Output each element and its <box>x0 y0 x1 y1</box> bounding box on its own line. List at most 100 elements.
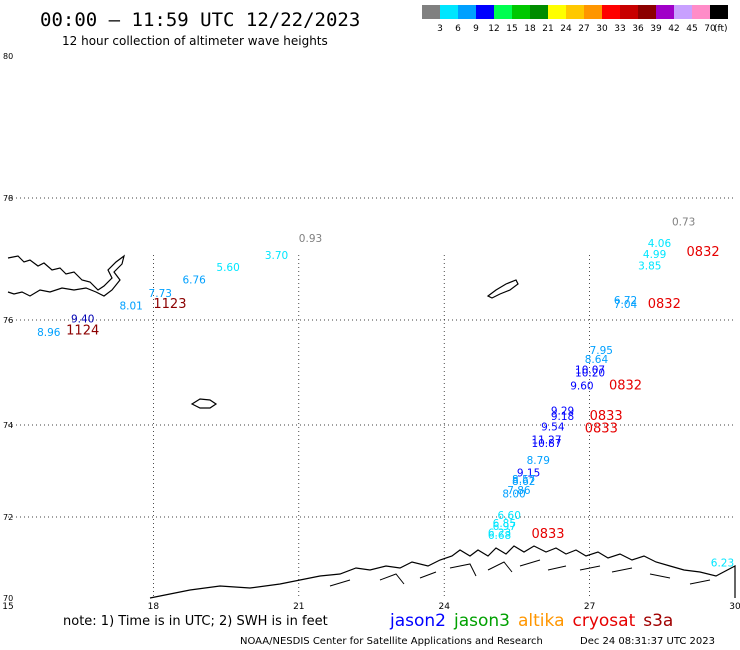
footer-note: note: 1) Time is in UTC; 2) SWH is in fe… <box>63 614 328 629</box>
legend-unit: (ft) <box>714 24 728 34</box>
swh-reading: 7.73 <box>149 288 172 300</box>
swh-reading: 10.20 <box>575 368 605 380</box>
legend-swatch <box>710 5 728 19</box>
swh-reading: 6.23 <box>711 557 734 569</box>
legend-label: 30 <box>596 24 608 34</box>
swh-reading: 11.27 <box>531 434 561 446</box>
pass-time-label: 0832 <box>609 378 642 393</box>
swh-reading: 5.60 <box>216 262 239 274</box>
pass-time-label: 0833 <box>590 409 623 424</box>
svalbard-coast <box>7 254 125 297</box>
x-tick-label: 30 <box>729 602 740 612</box>
legend-swatch <box>458 5 476 19</box>
pass-time-label: 0832 <box>648 297 681 312</box>
legend-swatch <box>566 5 584 19</box>
x-tick-label: 15 <box>2 602 13 612</box>
swh-reading: 3.70 <box>265 250 288 262</box>
swh-reading: 8.64 <box>585 354 609 366</box>
legend-label: 70 <box>704 24 716 34</box>
swh-reading: 8.96 <box>37 327 61 339</box>
swh-reading: 8.79 <box>527 455 550 467</box>
satellite-cryosat: cryosat <box>573 611 636 631</box>
x-tick-label: 27 <box>584 602 595 612</box>
pass-time-label: 0832 <box>687 245 720 260</box>
y-tick-label: 80 <box>3 52 13 61</box>
swh-reading: 8.62 <box>512 476 535 488</box>
y-tick-label: 70 <box>3 594 13 603</box>
legend-label: 42 <box>668 24 679 34</box>
legend-swatch <box>440 5 458 19</box>
y-tick-label: 76 <box>3 316 13 325</box>
pass-time-label: 1123 <box>153 297 186 312</box>
y-tick-label: 74 <box>3 421 13 430</box>
legend-label: 24 <box>560 24 572 34</box>
swh-reading: 7.86 <box>507 485 531 497</box>
axis-labels: 15 18 21 24 27 30 80 78 76 74 72 70 <box>2 52 740 612</box>
swh-reading: 8.57 <box>512 474 535 486</box>
swh-reading: 6.68 <box>488 530 511 542</box>
satellite-legend: jason2 jason3 altika cryosat s3a <box>389 611 673 631</box>
satellite-altika: altika <box>518 611 565 631</box>
plot-frame <box>8 56 735 598</box>
y-tick-label: 72 <box>3 513 13 522</box>
swh-readings: 8.96 9.40 8.01 7.73 6.76 5.60 3.70 0.93 0.734.06… <box>37 216 734 569</box>
swh-reading: 8.00 <box>502 489 525 501</box>
pass-time-label: 1124 <box>66 324 99 339</box>
legend-swatch <box>620 5 638 19</box>
swh-reading: 6.76 <box>182 274 206 286</box>
swh-reading: 9.18 <box>551 411 574 423</box>
legend-swatch <box>692 5 710 19</box>
legend-swatch <box>476 5 494 19</box>
swh-reading: 8.01 <box>119 301 142 313</box>
legend-label: 18 <box>524 24 536 34</box>
page-subtitle: 12 hour collection of altimeter wave hei… <box>62 34 328 48</box>
legend-label: 12 <box>488 24 499 34</box>
satellite-jason3: jason3 <box>453 611 510 631</box>
legend-label: 27 <box>578 24 589 34</box>
swh-reading: 9.40 <box>71 314 94 326</box>
swh-reading: 10.07 <box>575 365 605 377</box>
swh-reading: 9.15 <box>517 468 540 480</box>
footer-credit: NOAA/NESDIS Center for Satellite Applica… <box>240 636 543 647</box>
legend-swatch <box>602 5 620 19</box>
legend-swatch <box>494 5 512 19</box>
legend-swatch <box>530 5 548 19</box>
plot-area: 15 18 21 24 27 30 80 78 76 74 72 70 8.96 9.40 8.01 7.7… <box>2 52 740 612</box>
legend-label: 6 <box>455 24 461 34</box>
legend-label: 45 <box>686 24 697 34</box>
swh-reading: 6.85 <box>493 518 516 530</box>
swh-reading: 6.97 <box>493 521 516 533</box>
swh-reading: 0.73 <box>672 216 695 228</box>
legend-label: 21 <box>542 24 553 34</box>
bjornoya-island <box>190 398 218 409</box>
color-scale-legend: 3 6 9 12 15 18 21 24 27 30 33 36 39 42 45 70 <box>422 5 728 34</box>
legend-label: 15 <box>506 24 517 34</box>
norway-coast <box>149 545 736 599</box>
legend-label: 39 <box>650 24 662 34</box>
swh-reading: 6.72 <box>614 295 637 307</box>
legend-swatch <box>548 5 566 19</box>
legend-swatch <box>638 5 656 19</box>
swh-reading: 9.60 <box>570 380 593 392</box>
page-title: 00:00 – 11:59 UTC 12/22/2023 <box>40 9 360 31</box>
pass-time-label: 0833 <box>585 421 618 436</box>
legend-label: 3 <box>437 24 443 34</box>
swh-reading: 6.60 <box>498 510 521 522</box>
x-tick-label: 21 <box>293 602 304 612</box>
swh-reading: 3.85 <box>638 260 661 272</box>
x-tick-label: 24 <box>438 602 450 612</box>
x-tick-label: 18 <box>148 602 160 612</box>
swh-reading: 4.06 <box>648 238 672 250</box>
swh-reading: 6.23 <box>488 527 511 539</box>
norway-fjords <box>329 559 711 587</box>
satellite-jason2: jason2 <box>389 611 446 631</box>
legend-swatch <box>422 5 440 19</box>
swh-reading: 7.04 <box>614 299 638 311</box>
legend-swatch <box>656 5 674 19</box>
legend-swatch <box>674 5 692 19</box>
swh-reading: 4.99 <box>643 249 666 261</box>
y-tick-label: 78 <box>3 194 13 203</box>
satellite-s3a: s3a <box>643 611 673 631</box>
